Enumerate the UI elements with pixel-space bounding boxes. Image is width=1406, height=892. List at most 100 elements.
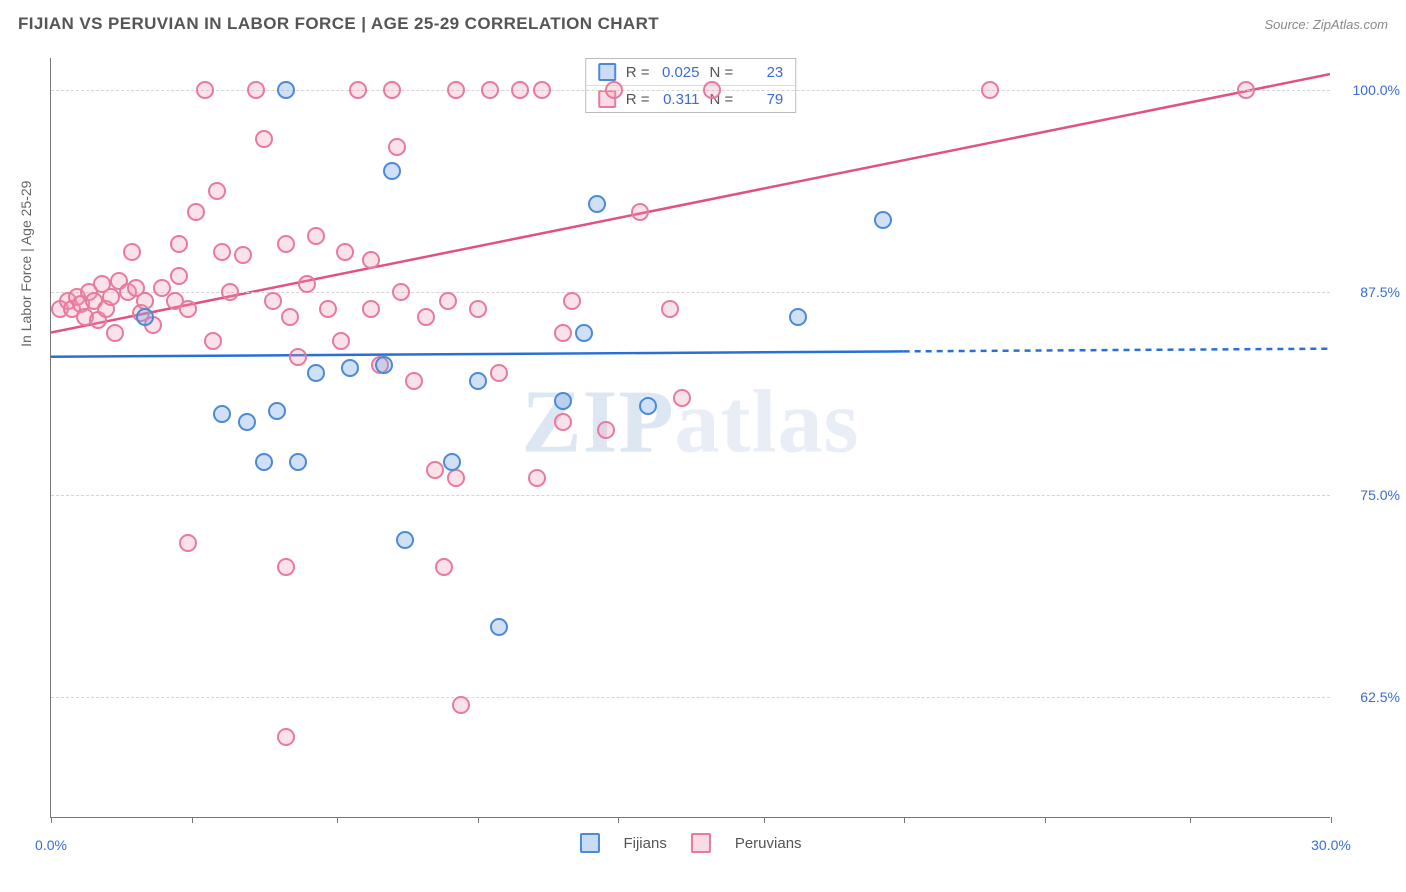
- scatter-point-peruvians: [673, 389, 691, 407]
- scatter-point-peruvians: [362, 300, 380, 318]
- x-axis-label: 0.0%: [35, 837, 67, 853]
- scatter-point-fijians: [588, 195, 606, 213]
- scatter-point-peruvians: [469, 300, 487, 318]
- swatch-fijians-icon: [598, 63, 616, 81]
- scatter-point-peruvians: [123, 243, 141, 261]
- scatter-point-peruvians: [447, 469, 465, 487]
- x-tick: [337, 817, 338, 823]
- scatter-point-peruvians: [307, 227, 325, 245]
- scatter-point-peruvians: [170, 235, 188, 253]
- scatter-point-peruvians: [179, 534, 197, 552]
- scatter-point-peruvians: [332, 332, 350, 350]
- scatter-point-peruvians: [435, 558, 453, 576]
- gridline-h: [51, 495, 1330, 496]
- legend-swatch-peruvians-icon: [691, 833, 711, 853]
- scatter-point-peruvians: [277, 728, 295, 746]
- scatter-point-peruvians: [298, 275, 316, 293]
- scatter-point-fijians: [639, 397, 657, 415]
- y-tick-label: 100.0%: [1340, 82, 1400, 98]
- scatter-point-peruvians: [383, 81, 401, 99]
- scatter-point-peruvians: [362, 251, 380, 269]
- x-tick: [618, 817, 619, 823]
- legend-label-fijians: Fijians: [623, 835, 666, 852]
- trend-lines: [51, 58, 1330, 817]
- stat-r-label: R =: [626, 64, 650, 81]
- scatter-point-fijians: [136, 308, 154, 326]
- legend-swatch-fijians-icon: [579, 833, 599, 853]
- scatter-point-peruvians: [289, 348, 307, 366]
- x-tick: [478, 817, 479, 823]
- scatter-point-peruvians: [1237, 81, 1255, 99]
- y-axis-title: In Labor Force | Age 25-29: [18, 181, 34, 347]
- chart-title: FIJIAN VS PERUVIAN IN LABOR FORCE | AGE …: [18, 14, 659, 34]
- stat-n-peruvians: 79: [743, 91, 783, 108]
- scatter-point-fijians: [383, 162, 401, 180]
- scatter-point-peruvians: [533, 81, 551, 99]
- legend-label-peruvians: Peruvians: [735, 835, 802, 852]
- scatter-point-peruvians: [187, 203, 205, 221]
- scatter-point-peruvians: [196, 81, 214, 99]
- scatter-point-peruvians: [490, 364, 508, 382]
- scatter-point-peruvians: [554, 324, 572, 342]
- x-tick: [1331, 817, 1332, 823]
- scatter-point-peruvians: [349, 81, 367, 99]
- scatter-point-peruvians: [179, 300, 197, 318]
- scatter-point-fijians: [213, 405, 231, 423]
- scatter-point-peruvians: [234, 246, 252, 264]
- scatter-point-fijians: [255, 453, 273, 471]
- scatter-point-peruvians: [554, 413, 572, 431]
- scatter-point-peruvians: [405, 372, 423, 390]
- scatter-point-peruvians: [277, 235, 295, 253]
- scatter-point-peruvians: [597, 421, 615, 439]
- scatter-point-peruvians: [605, 81, 623, 99]
- scatter-point-peruvians: [213, 243, 231, 261]
- scatter-point-peruvians: [703, 81, 721, 99]
- scatter-point-peruvians: [170, 267, 188, 285]
- stat-r-peruvians: 0.311: [660, 91, 700, 108]
- scatter-point-fijians: [375, 356, 393, 374]
- scatter-point-fijians: [874, 211, 892, 229]
- scatter-point-peruvians: [661, 300, 679, 318]
- scatter-point-peruvians: [102, 288, 120, 306]
- watermark-zip: ZIP: [521, 373, 674, 472]
- gridline-h: [51, 90, 1330, 91]
- scatter-point-peruvians: [208, 182, 226, 200]
- scatter-point-peruvians: [319, 300, 337, 318]
- x-tick: [764, 817, 765, 823]
- scatter-point-peruvians: [981, 81, 999, 99]
- scatter-point-peruvians: [336, 243, 354, 261]
- scatter-point-fijians: [554, 392, 572, 410]
- scatter-point-fijians: [238, 413, 256, 431]
- scatter-point-fijians: [268, 402, 286, 420]
- x-tick: [1190, 817, 1191, 823]
- scatter-point-fijians: [469, 372, 487, 390]
- gridline-h: [51, 697, 1330, 698]
- scatter-point-peruvians: [511, 81, 529, 99]
- trend-line: [51, 351, 904, 356]
- y-tick-label: 75.0%: [1340, 487, 1400, 503]
- x-tick: [1045, 817, 1046, 823]
- scatter-point-peruvians: [281, 308, 299, 326]
- stat-n-label: N =: [710, 64, 734, 81]
- scatter-point-fijians: [396, 531, 414, 549]
- watermark-atlas: atlas: [675, 373, 860, 472]
- scatter-point-peruvians: [264, 292, 282, 310]
- scatter-point-peruvians: [439, 292, 457, 310]
- stat-r-label2: R =: [626, 91, 650, 108]
- scatter-point-fijians: [490, 618, 508, 636]
- scatter-point-peruvians: [388, 138, 406, 156]
- scatter-point-peruvians: [481, 81, 499, 99]
- plot-area: ZIPatlas R = 0.025 N = 23 R = 0.311 N = …: [50, 58, 1330, 818]
- scatter-point-peruvians: [417, 308, 435, 326]
- scatter-point-peruvians: [563, 292, 581, 310]
- x-tick: [904, 817, 905, 823]
- trend-line: [904, 349, 1330, 352]
- x-tick: [192, 817, 193, 823]
- scatter-point-peruvians: [277, 558, 295, 576]
- scatter-point-peruvians: [247, 81, 265, 99]
- bottom-legend: Fijians Peruvians: [579, 833, 801, 853]
- watermark: ZIPatlas: [521, 371, 859, 474]
- source-label: Source: ZipAtlas.com: [1264, 17, 1388, 32]
- scatter-point-peruvians: [106, 324, 124, 342]
- gridline-h: [51, 292, 1330, 293]
